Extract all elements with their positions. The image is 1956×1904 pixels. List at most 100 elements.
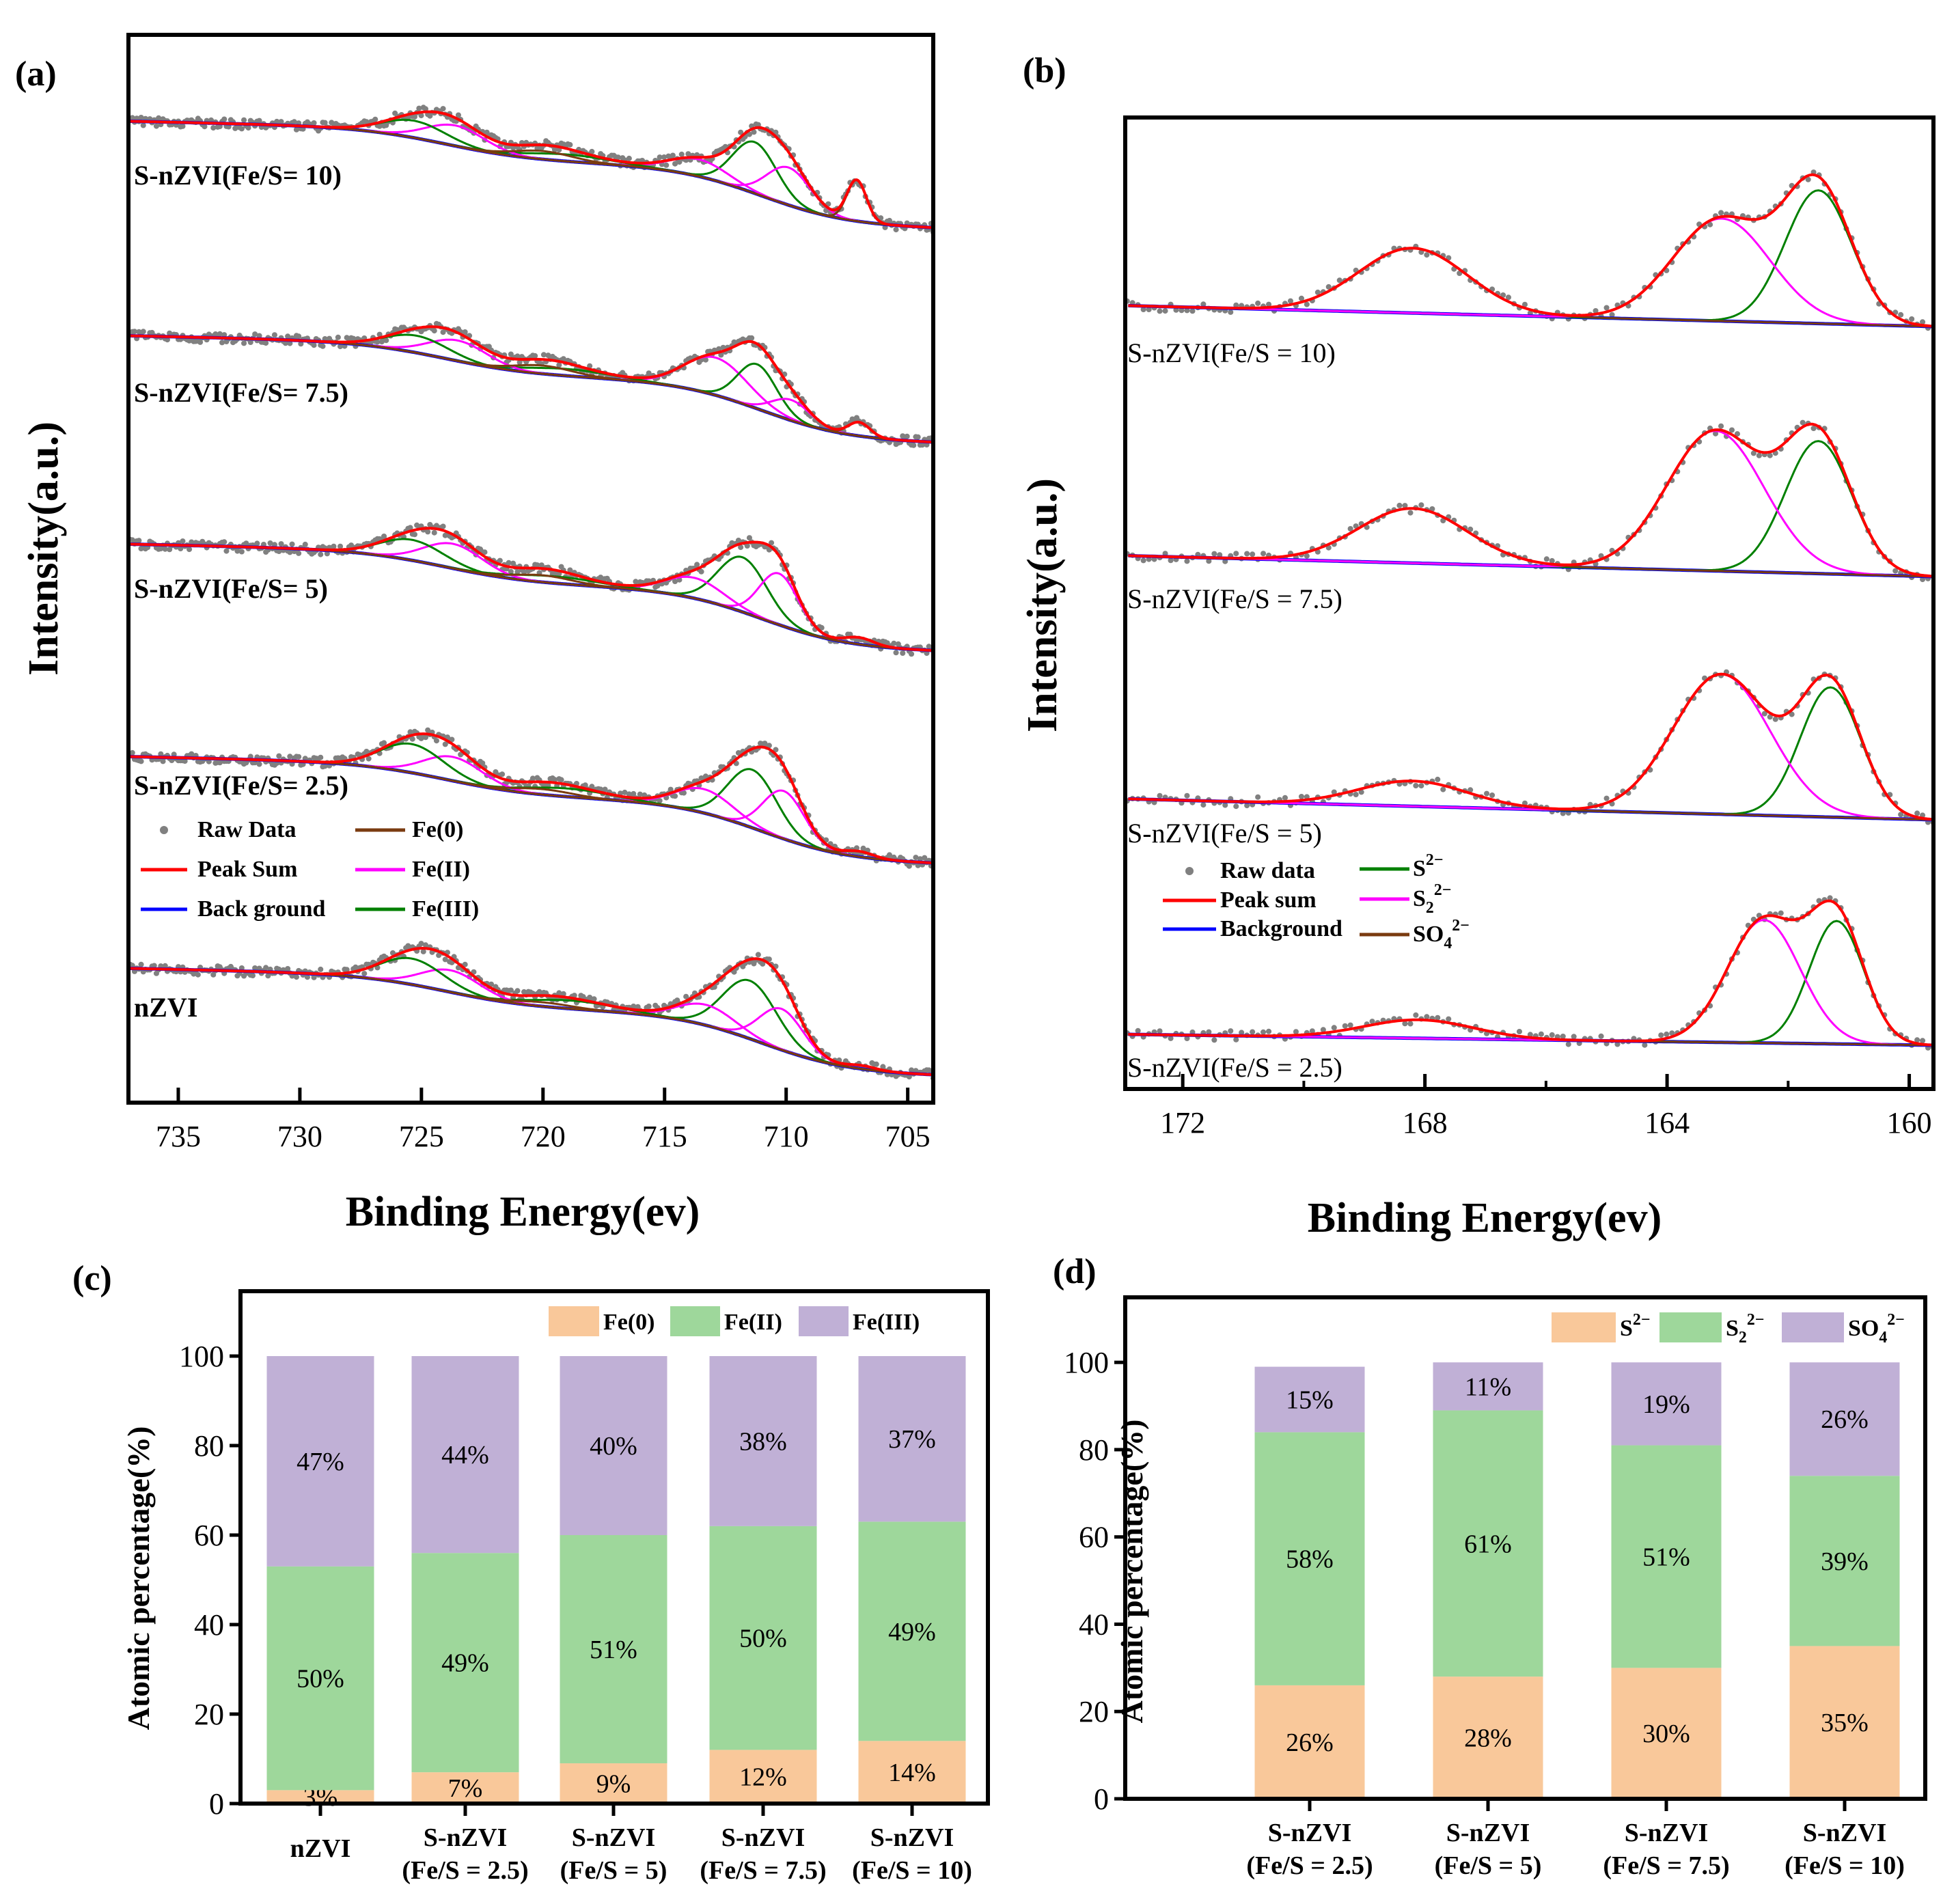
bar-segment <box>1611 1362 1722 1446</box>
bar-segment <box>1254 1366 1365 1433</box>
y-tick-label: 40 <box>1079 1608 1109 1641</box>
bar-segment <box>560 1763 667 1804</box>
legend-c3-label: SO42− <box>1413 917 1470 952</box>
y-axis-title-a: Intensity(a.u.) <box>20 422 67 676</box>
spectrum-label: S-nZVI(Fe/S = 7.5) <box>1127 583 1342 614</box>
bar-segment <box>1254 1685 1365 1799</box>
x-tick-label: 164 <box>1644 1106 1690 1140</box>
legend-swatch <box>1659 1312 1722 1342</box>
x-category-label: S-nZVI <box>721 1823 805 1852</box>
legend-label-base: S <box>1620 1316 1633 1341</box>
x-tick-label: 710 <box>764 1120 809 1153</box>
y-tick-label: 100 <box>1064 1346 1109 1379</box>
bar-value-label: 38% <box>739 1427 787 1456</box>
bar-value-label: 14% <box>888 1758 936 1787</box>
plot-area <box>1125 169 1933 1051</box>
x-category-label: S-nZVI <box>870 1823 954 1852</box>
bar-value-label: 7% <box>448 1774 483 1803</box>
x-category-label: (Fe/S = 5) <box>1435 1851 1542 1880</box>
bar-segment <box>1611 1668 1722 1799</box>
bar-segment <box>1433 1362 1543 1411</box>
legend-c2-label: S22− <box>1413 881 1451 917</box>
bar-value-label: 40% <box>590 1432 637 1461</box>
bar-value-label: 58% <box>1286 1545 1334 1574</box>
x-category-label: (Fe/S = 2.5) <box>1246 1851 1373 1880</box>
spectrum <box>128 105 933 236</box>
x-category-label: S-nZVI <box>572 1823 656 1852</box>
legend-swatch <box>1782 1312 1844 1342</box>
bar-value-label: 44% <box>441 1441 489 1470</box>
bar-value-label: 49% <box>441 1649 489 1678</box>
legend-label-sub: 2 <box>1739 1329 1747 1347</box>
bar-segment <box>1789 1476 1900 1646</box>
spectrum <box>128 522 933 657</box>
bar-value-label: 39% <box>1821 1547 1869 1576</box>
legend: Raw Data Peak Sum Back ground Fe(0) Fe(II) Fe… <box>141 817 479 922</box>
legend-label: Fe(II) <box>724 1310 782 1335</box>
legend-sum-label: Peak sum <box>1220 887 1317 913</box>
bar-segment <box>709 1355 817 1526</box>
peak-sum-line <box>128 946 933 1077</box>
y-tick-label: 80 <box>194 1429 224 1463</box>
bar-segment <box>266 1566 374 1791</box>
spectrum <box>1125 169 1933 331</box>
x-category-label: nZVI <box>290 1834 351 1863</box>
x-tick-label: 725 <box>399 1120 444 1153</box>
legend: S2− S22− SO42− <box>1552 1311 1905 1347</box>
bar-segment <box>1254 1432 1365 1685</box>
legend-swatch <box>670 1306 720 1336</box>
bar-segment <box>266 1790 374 1804</box>
bar-segment <box>858 1521 966 1741</box>
y-axis-title-d: Atomic percentage(%) <box>1114 1420 1149 1724</box>
x-category-label: S-nZVI <box>424 1823 508 1852</box>
axis-frame <box>1123 115 1936 1091</box>
spectrum-label: S-nZVI(Fe/S = 2.5) <box>1127 1052 1342 1083</box>
y-tick-label: 100 <box>179 1340 224 1373</box>
legend-c3-label: Fe(III) <box>412 896 479 922</box>
legend-label-base: SO <box>1848 1316 1879 1341</box>
plot-area <box>128 105 933 1081</box>
spectrum-label: S-nZVI(Fe/S= 7.5) <box>134 377 348 408</box>
legend-raw-label: Raw Data <box>197 817 296 842</box>
x-category-label: (Fe/S = 7.5) <box>1603 1851 1729 1880</box>
spectrum-label: S-nZVI(Fe/S = 10) <box>1127 337 1336 368</box>
bar-value-label: 37% <box>888 1425 936 1454</box>
bar-segment <box>1611 1445 1722 1668</box>
legend-label-base: S <box>1726 1316 1739 1341</box>
spectrum-label: S-nZVI(Fe/S= 10) <box>134 160 342 191</box>
legend-label: S22− <box>1726 1311 1764 1347</box>
bar-value-label: 49% <box>888 1618 936 1646</box>
legend-c3-label-sub: 4 <box>1444 935 1452 952</box>
bar-segment <box>709 1526 817 1750</box>
peak-sum-line <box>1128 173 1933 328</box>
panel-label-d: (d) <box>1053 1252 1097 1291</box>
bar-segment <box>411 1553 519 1773</box>
panel-label-a: (a) <box>15 55 57 94</box>
bar-segment <box>858 1355 966 1522</box>
x-tick-label: 715 <box>642 1120 687 1153</box>
bar-segment <box>266 1355 374 1567</box>
legend: Fe(0) Fe(II) Fe(III) <box>549 1306 920 1336</box>
stacked-bar: 7% 49% 44% <box>411 1355 519 1804</box>
legend-c2-label: Fe(II) <box>412 857 470 882</box>
peak-sum-line <box>128 110 933 230</box>
bar-segment <box>1433 1410 1543 1677</box>
legend-c3-label-base: SO <box>1413 922 1444 947</box>
y-tick-label: 40 <box>194 1608 224 1642</box>
bar-value-label: 35% <box>1821 1709 1869 1737</box>
stacked-bar: 9% 51% 40% <box>560 1355 667 1804</box>
x-tick-label: 705 <box>885 1120 931 1153</box>
bar-value-label: 47% <box>297 1448 344 1476</box>
panel-label-b: (b) <box>1023 51 1066 90</box>
legend-label: SO42− <box>1848 1311 1905 1347</box>
bar-segment <box>560 1534 667 1764</box>
bar-value-label: 26% <box>1286 1728 1334 1757</box>
peak-sum-line <box>1128 672 1933 821</box>
bar-value-label: 11% <box>1465 1372 1511 1401</box>
bar-value-label: 19% <box>1642 1390 1690 1419</box>
x-category-label: S-nZVI <box>1803 1819 1887 1847</box>
stacked-bar: 30% 51% 19% <box>1611 1362 1722 1799</box>
x-category-label: S-nZVI <box>1446 1819 1530 1847</box>
x-category-label: (Fe/S = 10) <box>1785 1851 1905 1880</box>
bar-segment <box>1433 1677 1543 1799</box>
